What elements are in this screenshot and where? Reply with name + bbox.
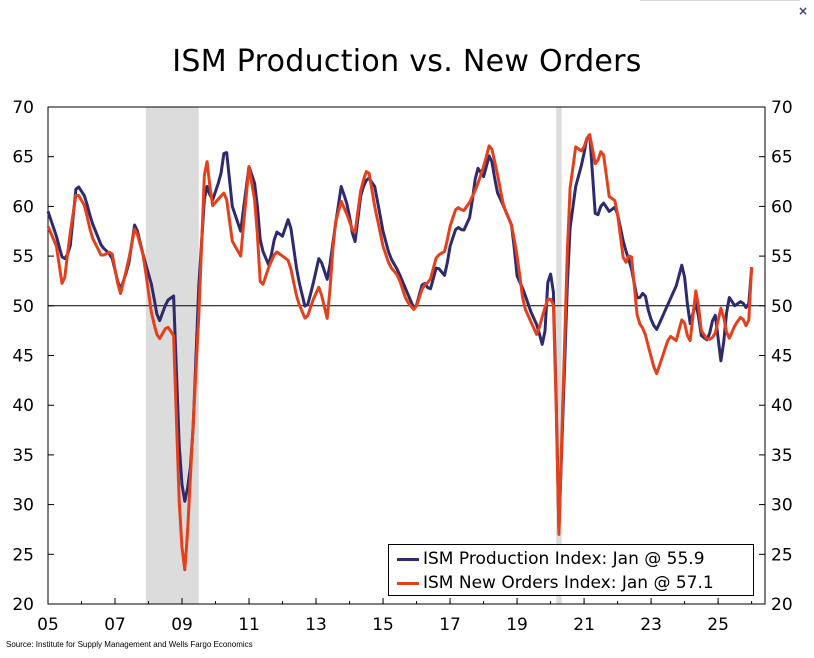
y-tick-label-left: 20 [12,595,34,615]
y-tick-label-left: 60 [12,197,34,217]
y-tick-label-left: 50 [12,297,34,317]
x-tick-label: 15 [372,615,394,635]
y-tick-label-left: 35 [12,446,34,466]
recession-band-1 [556,107,562,604]
x-tick-label: 07 [104,615,126,635]
x-tick-label: 17 [439,615,461,635]
y-tick-label-right: 40 [771,396,793,416]
x-tick-label: 19 [506,615,528,635]
x-tick-label: 05 [37,615,59,635]
x-tick-label: 25 [707,615,729,635]
y-tick-label-right: 25 [771,545,793,565]
y-tick-label-right: 50 [771,297,793,317]
y-tick-label-left: 45 [12,347,34,367]
chart-legend: ISM Production Index: Jan @ 55.9 ISM New… [388,544,754,596]
y-tick-label-right: 65 [771,148,793,168]
x-tick-label: 13 [305,615,327,635]
legend-item-new-orders: ISM New Orders Index: Jan @ 57.1 [397,571,714,595]
legend-swatch-production [397,557,419,561]
legend-label-production: ISM Production Index: Jan @ 55.9 [423,549,705,569]
y-tick-label-right: 20 [771,595,793,615]
y-tick-label-right: 35 [771,446,793,466]
axes-group: 20 20 25 25 30 30 35 35 40 40 45 45 50 50 55 55 60 60 65 65… [12,98,792,635]
y-tick-label-right: 55 [771,247,793,267]
y-tick-label-right: 30 [771,496,793,516]
top-divider [640,0,800,1]
y-tick-label-left: 65 [12,148,34,168]
y-tick-label-right: 70 [771,98,793,118]
x-tick-label: 23 [640,615,662,635]
x-tick-label: 21 [573,615,595,635]
y-tick-label-left: 70 [12,98,34,118]
chart-title: ISM Production vs. New Orders [172,44,642,79]
close-icon[interactable]: × [798,4,809,18]
x-tick-label: 11 [238,615,260,635]
y-tick-label-left: 55 [12,247,34,267]
source-note: Source: Institute for Supply Management … [6,640,253,649]
y-tick-label-right: 45 [771,347,793,367]
series-line-new-orders [46,133,754,572]
legend-label-new-orders: ISM New Orders Index: Jan @ 57.1 [423,573,714,593]
y-tick-label-left: 25 [12,545,34,565]
x-tick-label: 09 [171,615,193,635]
y-tick-label-right: 60 [771,197,793,217]
y-tick-label-left: 40 [12,396,34,416]
recession-shading-group [145,107,562,604]
legend-item-production: ISM Production Index: Jan @ 55.9 [397,547,705,571]
series-group [46,133,754,572]
y-tick-label-left: 30 [12,496,34,516]
legend-swatch-new-orders [397,581,419,585]
recession-band-0 [145,107,199,604]
